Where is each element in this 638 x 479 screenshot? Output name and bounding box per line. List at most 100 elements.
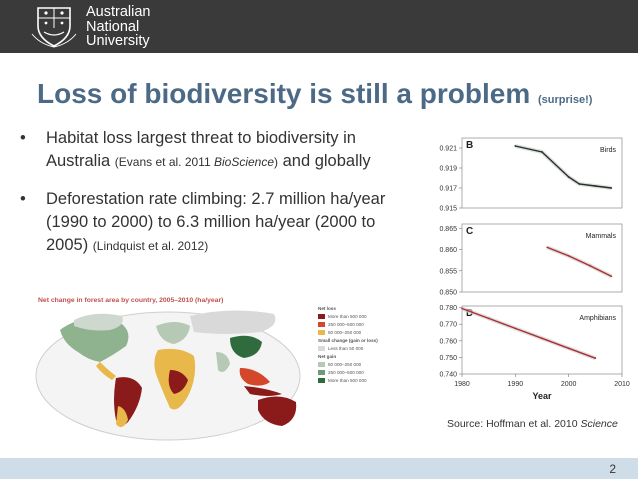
plot-frame xyxy=(461,223,623,293)
map-indonesia xyxy=(244,386,282,396)
x-tick-label: 1980 xyxy=(454,381,470,388)
data-point xyxy=(610,275,613,278)
bullet-list: • Habitat loss largest threat to biodive… xyxy=(20,127,420,272)
legend-swatch xyxy=(318,362,325,367)
bullet-text: Deforestation rate climbing: 2.7 million… xyxy=(46,190,386,254)
world-map-figure: Net change in forest area by country, 20… xyxy=(35,297,378,441)
map-southeast-asia xyxy=(239,368,270,386)
citation-journal: BioScience xyxy=(213,155,275,169)
series-line xyxy=(547,246,612,277)
y-tick-label: 0.919 xyxy=(439,166,457,173)
plot-frame xyxy=(461,305,623,375)
data-point xyxy=(461,307,463,310)
footer-bar: 2 xyxy=(0,458,638,479)
bullet-citation: (Evans et al. 2011 BioScience) xyxy=(115,155,278,169)
legend-label: 250 000–500 000 xyxy=(328,370,364,375)
y-tick-label: 0.915 xyxy=(439,206,457,213)
source-citation: Source: Hoffman et al. 2010 Science xyxy=(447,418,618,430)
slide-title-aside: (surprise!) xyxy=(538,94,593,106)
data-point xyxy=(567,347,570,350)
series-label: Mammals xyxy=(586,233,617,240)
source-prefix: Source: Hoffman et al. 2010 xyxy=(447,418,581,430)
panel-letter: C xyxy=(466,226,473,237)
citation-prefix: (Evans et al. 2011 xyxy=(114,155,214,169)
map-russia xyxy=(190,310,276,334)
x-tick-label: 2010 xyxy=(614,381,630,388)
data-point xyxy=(541,151,543,153)
series-label: Birds xyxy=(600,147,616,154)
bullet-dot-icon: • xyxy=(20,190,26,208)
series-line xyxy=(461,307,596,359)
y-tick-label: 0.917 xyxy=(439,186,457,193)
university-name-line: National xyxy=(86,18,140,35)
y-tick-label: 0.921 xyxy=(439,146,457,153)
legend-label: 50 000–250 000 xyxy=(328,362,362,367)
bullet-text: Habitat loss largest threat to biodivers… xyxy=(46,129,356,170)
data-point xyxy=(487,317,490,320)
data-point xyxy=(610,187,613,189)
legend-label: 250 000–500 000 xyxy=(328,322,364,327)
legend-label: Less than 50 000 xyxy=(328,346,364,351)
series-label: Amphibians xyxy=(579,315,616,322)
y-tick-label: 0.760 xyxy=(439,338,457,345)
data-point xyxy=(541,337,543,340)
data-point xyxy=(567,255,570,257)
data-point xyxy=(589,264,591,267)
legend-label: More than 500 000 xyxy=(328,314,367,319)
data-point xyxy=(578,183,581,185)
x-axis-label: Year xyxy=(532,391,552,401)
x-tick-label: 1990 xyxy=(508,381,524,388)
legend-swatch xyxy=(318,346,325,351)
citation-suffix: ) xyxy=(274,155,279,169)
data-point xyxy=(546,246,549,249)
map-india xyxy=(216,352,230,372)
legend-heading: Net loss xyxy=(318,306,336,311)
university-name: Australian National University xyxy=(86,5,150,49)
legend-swatch xyxy=(318,330,325,335)
legend-swatch xyxy=(318,322,325,327)
y-tick-label: 0.865 xyxy=(439,226,457,233)
map-australia xyxy=(258,396,297,426)
data-point xyxy=(514,145,517,147)
data-point xyxy=(594,357,597,360)
university-name-line: Australian xyxy=(86,4,151,20)
y-tick-label: 0.855 xyxy=(439,268,457,275)
x-tick-label: 2000 xyxy=(561,381,577,388)
anu-crest-icon xyxy=(31,7,77,48)
y-tick-label: 0.780 xyxy=(439,305,457,312)
map-central-africa xyxy=(168,370,188,394)
panel-letter: B xyxy=(466,140,473,151)
bullet-item: • Habitat loss largest threat to biodive… xyxy=(20,127,420,174)
biodiversity-charts: B Birds 0.921 0.919 0.917 0.915 C Mammals 0.865 0… xyxy=(439,137,630,401)
panel-letter: D xyxy=(466,308,473,319)
header-bar: Australian National University xyxy=(0,0,638,53)
confidence-band xyxy=(514,144,612,190)
y-tick-label: 0.860 xyxy=(439,247,457,254)
y-tick-label: 0.770 xyxy=(439,322,457,329)
slide-title: Loss of biodiversity is still a problem … xyxy=(37,78,592,110)
legend-swatch xyxy=(318,370,325,375)
legend-label: 50 000–250 000 xyxy=(328,330,362,335)
data-point xyxy=(594,185,597,187)
map-canada xyxy=(74,313,123,331)
y-tick-label: 0.850 xyxy=(439,290,457,297)
map-central-america xyxy=(96,362,116,380)
plot-frame xyxy=(461,137,623,209)
y-tick-label: 0.740 xyxy=(439,372,457,379)
slide-title-text: Loss of biodiversity is still a problem xyxy=(37,78,531,109)
y-tick-label: 0.750 xyxy=(439,355,457,362)
bullet-tail: and globally xyxy=(278,152,371,170)
legend-heading: Net gain xyxy=(318,354,336,359)
bullet-dot-icon: • xyxy=(20,129,26,147)
map-china xyxy=(230,335,262,358)
data-point xyxy=(514,327,517,330)
series-line xyxy=(515,145,612,189)
source-journal: Science xyxy=(580,418,618,430)
legend-swatch xyxy=(318,314,325,319)
map-south-america-south xyxy=(116,406,128,428)
legend-swatch xyxy=(318,378,325,383)
bullet-citation: (Lindquist et al. 2012) xyxy=(92,239,209,253)
map-title: Net change in forest area by country, 20… xyxy=(38,297,223,304)
bullet-item: • Deforestation rate climbing: 2.7 milli… xyxy=(20,188,420,258)
legend-label: More than 500 000 xyxy=(328,378,367,383)
